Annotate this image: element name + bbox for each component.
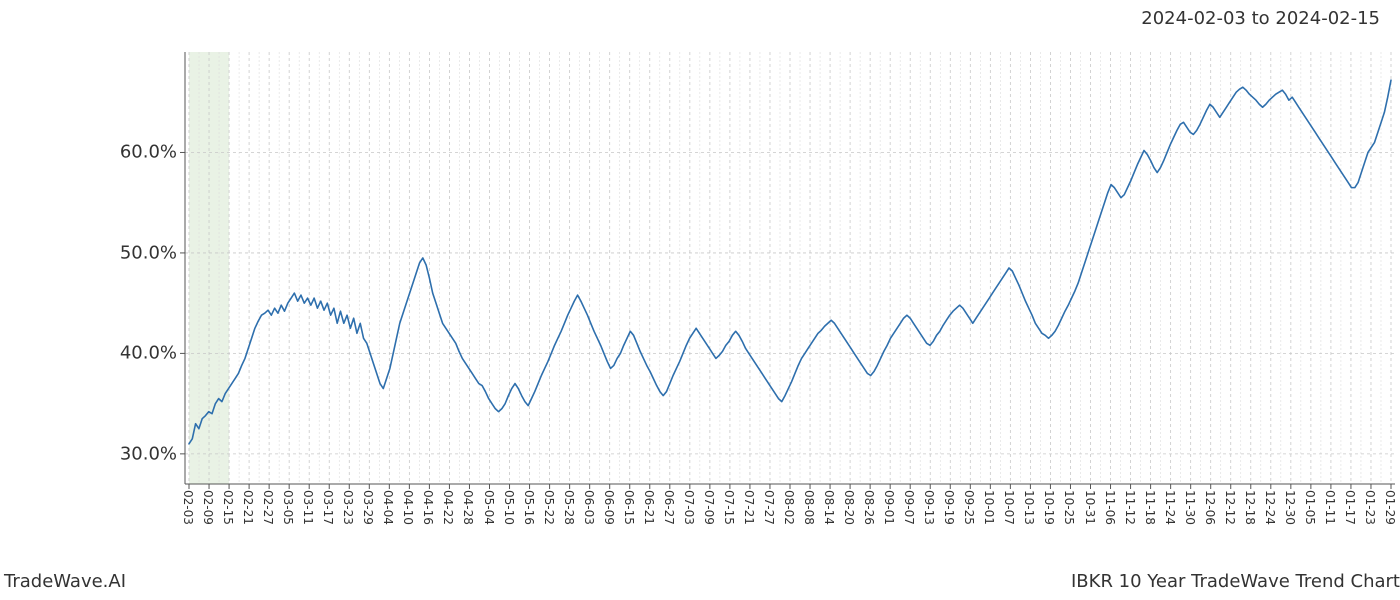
x-tick-label: 08-20 [842, 490, 856, 525]
x-tick-label: 06-03 [582, 490, 596, 525]
x-tick-label: 07-21 [742, 490, 756, 525]
x-tick-label: 11-24 [1163, 490, 1177, 525]
x-tick-label: 09-07 [902, 490, 916, 525]
x-tick-label: 03-11 [301, 490, 315, 525]
x-tick-label: 02-09 [201, 490, 215, 525]
x-tick-label: 09-19 [942, 490, 956, 525]
x-tick-label: 09-13 [922, 490, 936, 525]
x-tick-label: 10-13 [1022, 490, 1036, 525]
x-tick-label: 11-06 [1103, 490, 1117, 525]
x-tick-label: 08-26 [862, 490, 876, 525]
y-tick-label: 50.0% [120, 242, 177, 263]
brand-label: TradeWave.AI [4, 571, 126, 592]
x-tick-label: 07-15 [722, 490, 736, 525]
x-tick-label: 12-12 [1223, 490, 1237, 525]
y-tick-label: 30.0% [120, 443, 177, 464]
x-tick-label: 12-06 [1203, 490, 1217, 525]
x-tick-label: 12-30 [1283, 490, 1297, 525]
x-tick-label: 04-28 [461, 490, 475, 525]
x-tick-label: 02-21 [241, 490, 255, 525]
x-tick-label: 10-07 [1002, 490, 1016, 525]
chart-caption: IBKR 10 Year TradeWave Trend Chart [1071, 571, 1400, 592]
x-tick-label: 01-11 [1323, 490, 1337, 525]
x-tick-label: 05-28 [562, 490, 576, 525]
x-tick-label: 01-17 [1343, 490, 1357, 525]
y-tick-label: 40.0% [120, 343, 177, 364]
x-tick-label: 11-30 [1183, 490, 1197, 525]
x-tick-label: 04-16 [421, 490, 435, 525]
x-tick-label: 09-25 [962, 490, 976, 525]
x-tick-label: 09-01 [882, 490, 896, 525]
x-tick-label: 01-23 [1363, 490, 1377, 525]
x-tick-label: 10-31 [1083, 490, 1097, 525]
x-tick-label: 01-29 [1383, 490, 1397, 525]
x-tick-label: 08-14 [822, 490, 836, 525]
x-tick-label: 08-08 [802, 490, 816, 525]
y-tick-label: 60.0% [120, 142, 177, 163]
x-tick-label: 12-24 [1263, 490, 1277, 525]
x-tick-label: 02-27 [261, 490, 275, 525]
x-tick-label: 03-05 [281, 490, 295, 525]
x-tick-label: 10-19 [1042, 490, 1056, 525]
plot-area: 30.0%40.0%50.0%60.0%02-0302-0902-1502-21… [185, 52, 1395, 484]
x-tick-label: 04-04 [381, 490, 395, 525]
x-tick-label: 12-18 [1243, 490, 1257, 525]
x-tick-label: 04-10 [401, 490, 415, 525]
x-tick-label: 02-03 [181, 490, 195, 525]
x-tick-label: 02-15 [221, 490, 235, 525]
x-tick-label: 05-22 [542, 490, 556, 525]
x-tick-label: 01-05 [1303, 490, 1317, 525]
x-tick-label: 08-02 [782, 490, 796, 525]
x-tick-label: 11-18 [1143, 490, 1157, 525]
x-tick-label: 07-03 [682, 490, 696, 525]
x-tick-label: 05-10 [502, 490, 516, 525]
x-tick-label: 04-22 [441, 490, 455, 525]
x-tick-label: 11-12 [1123, 490, 1137, 525]
x-tick-label: 03-23 [341, 490, 355, 525]
date-range-label: 2024-02-03 to 2024-02-15 [1141, 8, 1380, 29]
x-tick-label: 03-29 [361, 490, 375, 525]
x-tick-label: 07-27 [762, 490, 776, 525]
x-tick-label: 05-04 [482, 490, 496, 525]
chart-container: 2024-02-03 to 2024-02-15 30.0%40.0%50.0%… [0, 0, 1400, 600]
x-tick-label: 03-17 [321, 490, 335, 525]
x-tick-label: 06-09 [602, 490, 616, 525]
x-tick-label: 05-16 [522, 490, 536, 525]
x-tick-label: 06-15 [622, 490, 636, 525]
x-tick-label: 10-25 [1062, 490, 1076, 525]
x-tick-label: 10-01 [982, 490, 996, 525]
x-tick-label: 06-27 [662, 490, 676, 525]
x-tick-label: 07-09 [702, 490, 716, 525]
x-tick-label: 06-21 [642, 490, 656, 525]
